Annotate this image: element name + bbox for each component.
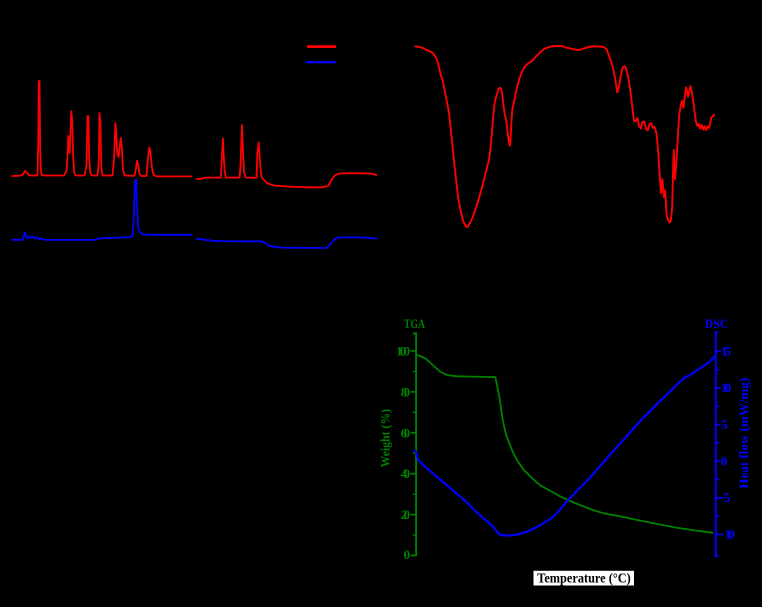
svg-text:Temperature (°C): Temperature (°C) [537,571,631,586]
svg-text:TGA: TGA [404,316,425,331]
svg-text:Weight (%): Weight (%) [377,409,392,467]
svg-text:0: 0 [721,454,728,469]
svg-text:15: 15 [721,344,732,359]
svg-text:DSC: DSC [705,316,729,331]
svg-text:Heat flow (mW/mg): Heat flow (mW/mg) [736,378,751,489]
svg-text:10: 10 [721,380,731,395]
svg-text:40: 40 [401,466,410,481]
svg-text:20: 20 [401,507,410,522]
svg-text:60: 60 [401,425,410,440]
svg-text:5: 5 [721,417,728,432]
svg-text:0: 0 [404,547,411,562]
svg-text:80: 80 [401,384,410,399]
svg-text:100: 100 [396,344,410,359]
svg-text:10: 10 [725,527,735,542]
svg-text:5: 5 [724,490,731,505]
